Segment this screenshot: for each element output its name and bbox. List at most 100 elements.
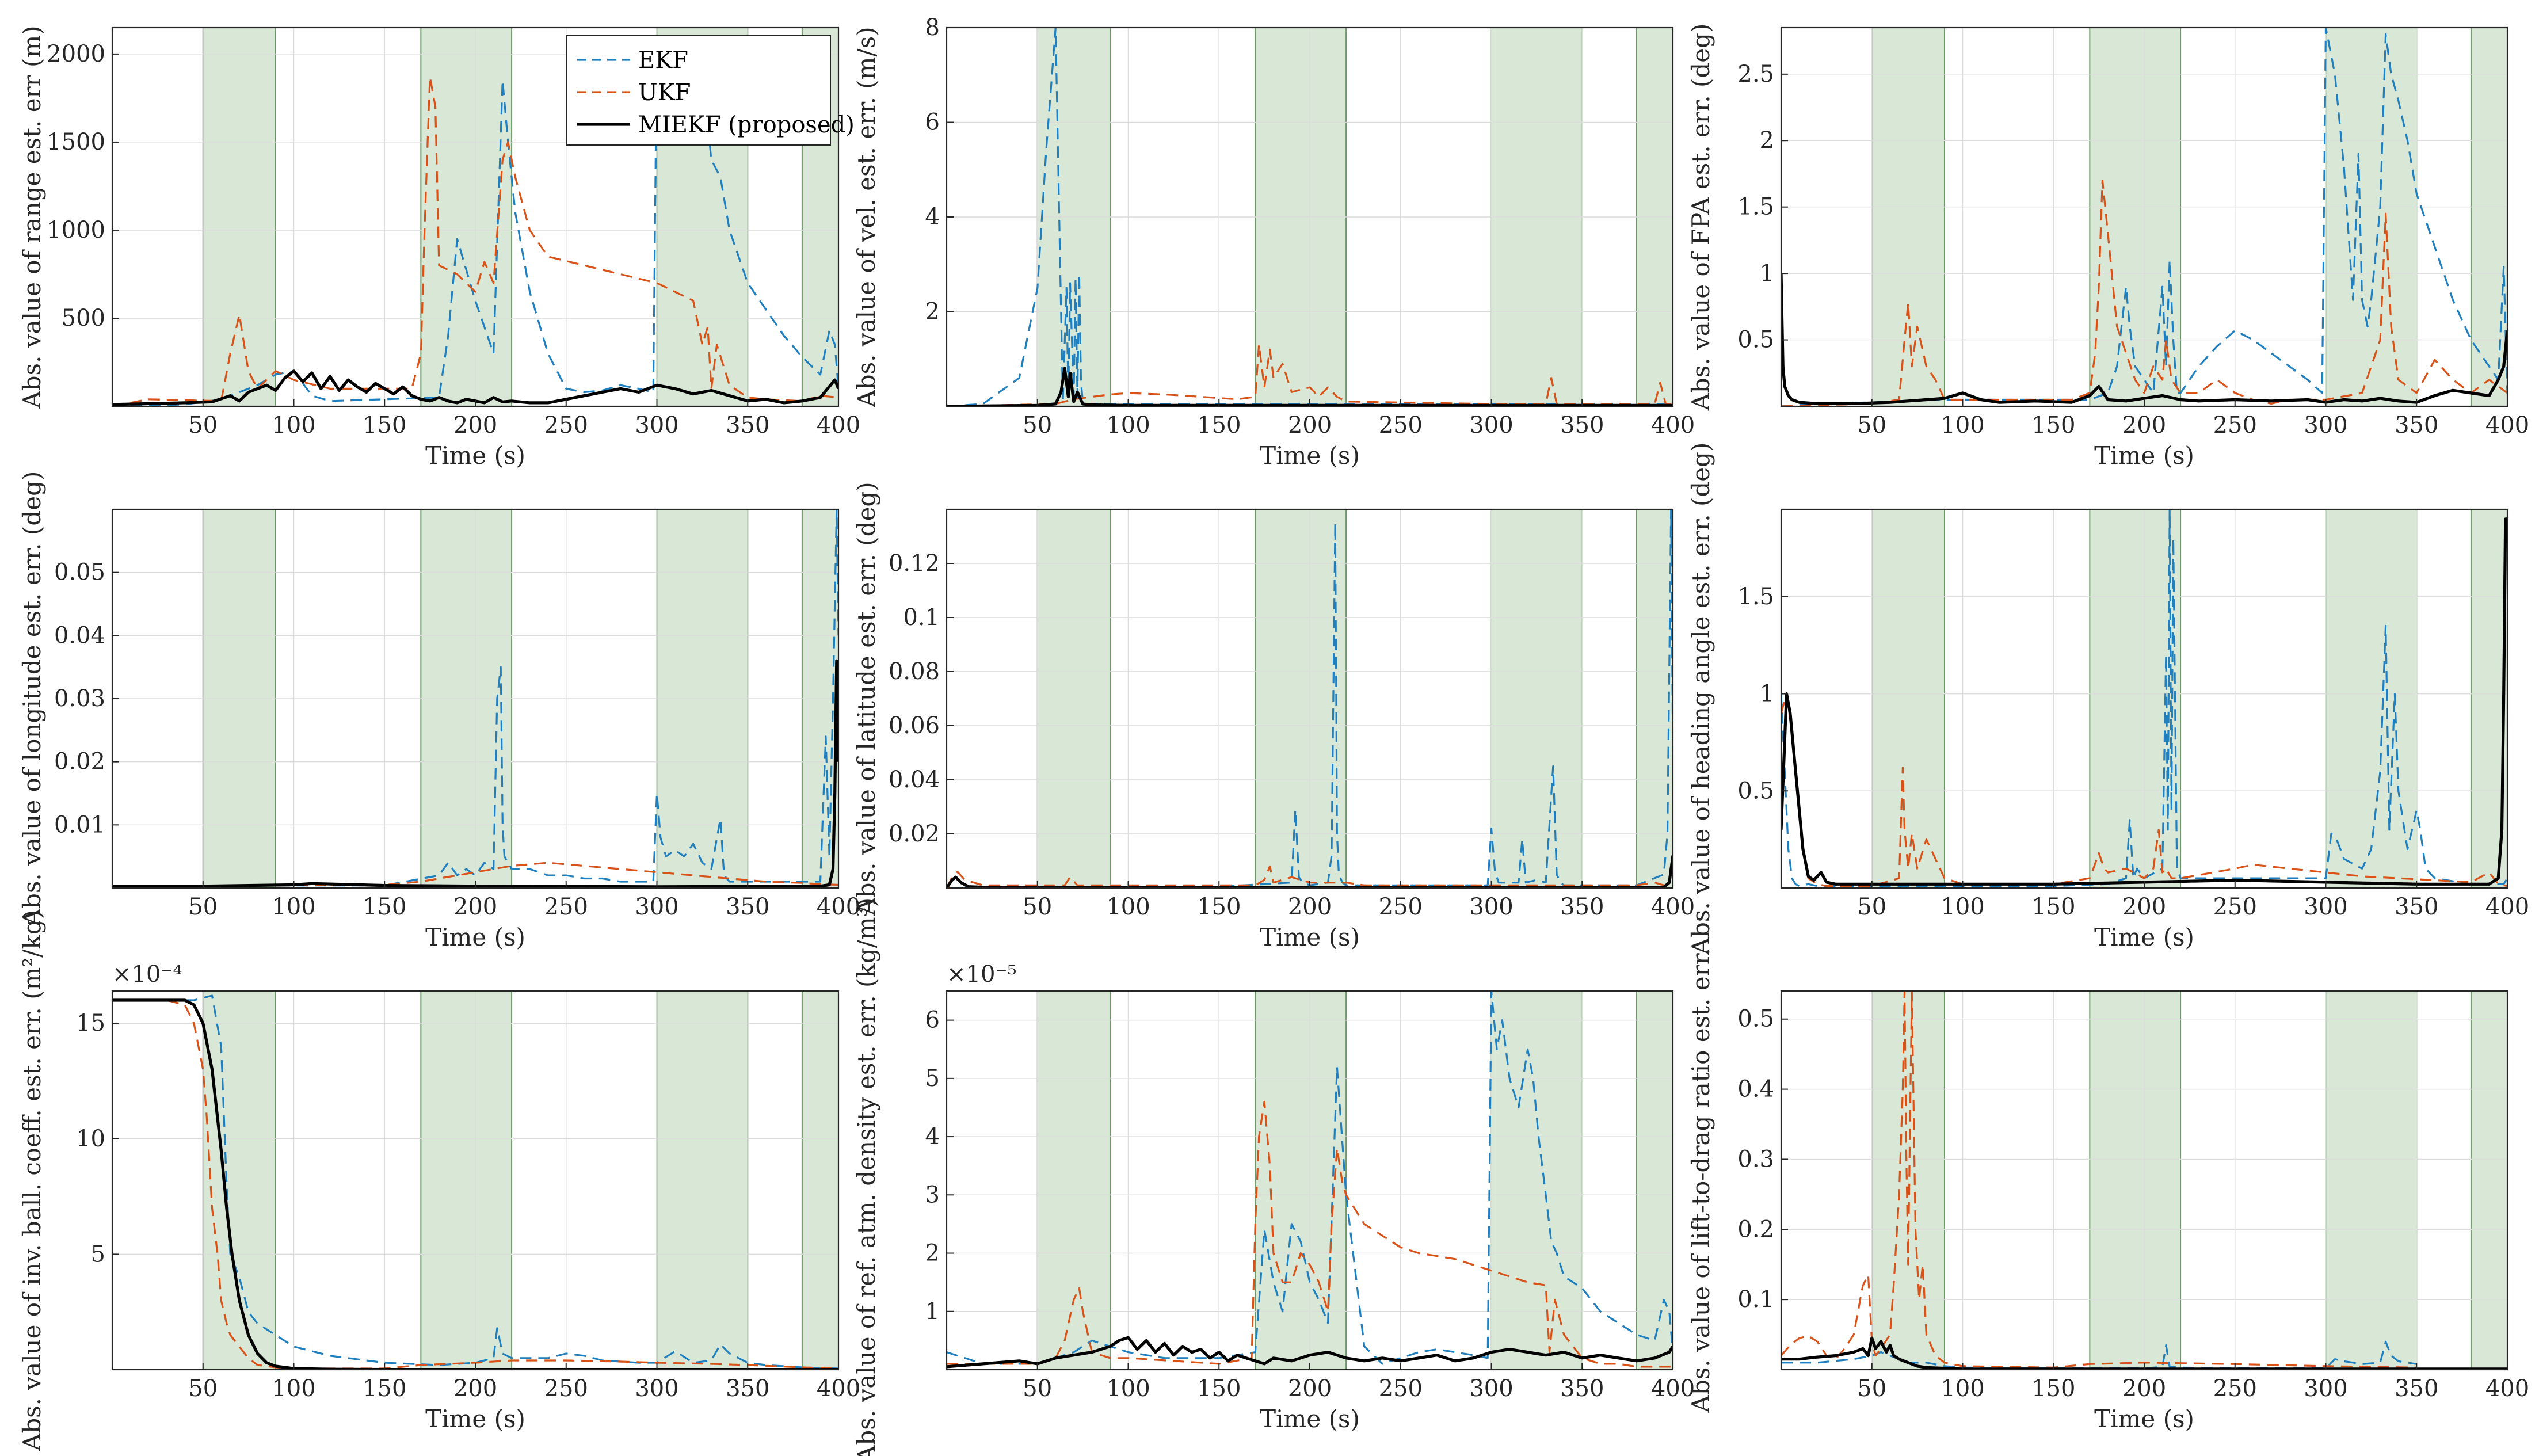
x-tick-label: 300 (2304, 412, 2347, 439)
x-tick-label: 50 (1857, 894, 1886, 920)
x-tick-label: 400 (817, 412, 860, 439)
legend-label-ekf: EKF (638, 47, 688, 74)
x-tick-label: 400 (817, 894, 860, 920)
y-tick-label: 6 (925, 109, 940, 136)
x-tick-label: 300 (635, 1375, 678, 1402)
series-line-ekf (1781, 1340, 2417, 1370)
y-axis-label: Abs. value of range est. err (m) (18, 25, 46, 409)
shaded-window-2 (1490, 990, 1583, 1370)
y-tick-label: 0.08 (889, 658, 940, 685)
y-tick-label: 0.1 (1737, 1286, 1774, 1313)
x-tick-label: 350 (726, 894, 769, 920)
shaded-window-0 (1036, 990, 1111, 1370)
x-tick-label: 50 (1023, 1375, 1052, 1402)
x-tick-label: 250 (544, 894, 588, 920)
y-tick-label: 1.5 (1737, 584, 1774, 610)
legend: EKF UKF MIEKF (proposed) (566, 35, 855, 146)
x-tick-label: 350 (1560, 894, 1604, 920)
subplot-heading: 50 100 150 200 250 300 350 400 0.5 1 1.5 Time (s) Ab… (1687, 443, 2529, 956)
series-line-ukf (947, 344, 1673, 406)
series-line-miekf (1781, 1336, 2507, 1370)
shaded-window-1 (1255, 509, 1347, 889)
x-tick-label: 150 (1197, 412, 1241, 439)
y-tick-label: 0.01 (54, 811, 105, 838)
series-line-ukf (112, 76, 838, 406)
y-tick-label: 4 (925, 204, 940, 230)
x-tick-label: 400 (1651, 1375, 1695, 1402)
y-tick-label: 15 (76, 1010, 105, 1036)
y-tick-label: 2000 (47, 41, 105, 67)
x-tick-label: 300 (2304, 894, 2347, 920)
x-tick-label: 100 (272, 894, 315, 920)
y-tick-label: 1.5 (1737, 194, 1774, 220)
x-tick-label: 250 (2213, 412, 2257, 439)
x-tick-label: 350 (1560, 1375, 1604, 1402)
x-tick-label: 100 (1106, 1375, 1150, 1402)
x-axis-label: Time (s) (1260, 923, 1360, 951)
shaded-window-0 (202, 27, 276, 407)
y-axis-label: Abs. value of latitude est. err. (deg) (852, 482, 880, 916)
x-tick-label: 350 (2395, 894, 2438, 920)
y-tick-label: 0.5 (1737, 327, 1774, 353)
subplot-lon: 50 100 150 200 250 300 350 400 0.01 0.02 0.03 0.04 0… (18, 471, 860, 951)
y-tick-label: 0.03 (54, 685, 105, 712)
x-tick-label: 50 (188, 894, 218, 920)
y-axis-label: Abs. value of longitude est. err. (deg) (18, 471, 46, 927)
shaded-window-3 (801, 990, 840, 1370)
x-tick-label: 150 (363, 1375, 406, 1402)
y-tick-label: 0.4 (1737, 1076, 1774, 1103)
y-tick-label: 2 (1760, 127, 1774, 154)
x-tick-label: 250 (544, 1375, 588, 1402)
shaded-window-3 (1636, 990, 1673, 1370)
subplot-vel: 50 100 150 200 250 300 350 400 2 4 6 8 Time (s) Abs. … (852, 14, 1695, 470)
series-line-miekf (947, 1336, 1673, 1369)
x-tick-label: 350 (726, 1375, 769, 1402)
series-line-ukf (947, 1100, 1673, 1368)
shaded-window-0 (202, 990, 276, 1370)
x-tick-label: 200 (453, 894, 497, 920)
x-tick-label: 100 (1106, 894, 1150, 920)
x-tick-label: 400 (2485, 1375, 2529, 1402)
x-tick-label: 100 (272, 1375, 315, 1402)
y-tick-label: 0.06 (889, 712, 940, 739)
shaded-window-2 (2325, 990, 2418, 1370)
x-tick-label: 50 (1023, 894, 1052, 920)
x-tick-label: 300 (2304, 1375, 2347, 1402)
shaded-window-2 (1490, 509, 1583, 889)
y-axis-label: Abs. value of FPA est. err. (deg) (1687, 24, 1715, 411)
y-exponent-label: ×10⁻⁵ (947, 961, 1017, 988)
x-tick-label: 350 (2395, 412, 2438, 439)
x-tick-label: 50 (188, 1375, 218, 1402)
y-tick-label: 0.02 (54, 749, 105, 775)
y-tick-label: 2 (925, 1240, 940, 1267)
x-tick-label: 250 (2213, 1375, 2257, 1402)
shaded-window-2 (656, 990, 749, 1370)
x-tick-label: 100 (272, 412, 315, 439)
y-tick-label: 0.12 (889, 550, 940, 577)
shaded-window-0 (1871, 509, 1945, 889)
x-tick-label: 150 (2031, 1375, 2075, 1402)
x-tick-label: 150 (363, 894, 406, 920)
x-tick-label: 400 (2485, 412, 2529, 439)
x-tick-label: 200 (453, 412, 497, 439)
shaded-window-3 (2470, 27, 2508, 407)
series-line-ukf (947, 865, 1673, 888)
y-tick-label: 0.5 (1737, 777, 1774, 804)
y-tick-label: 0.1 (903, 604, 940, 631)
y-tick-label: 0.3 (1737, 1146, 1774, 1172)
series-line-ekf (947, 509, 1673, 888)
y-tick-label: 4 (925, 1123, 940, 1150)
y-tick-label: 8 (925, 14, 940, 41)
x-tick-label: 350 (726, 412, 769, 439)
x-tick-label: 400 (1651, 894, 1695, 920)
shaded-window-0 (1036, 509, 1111, 889)
x-tick-label: 200 (453, 1375, 497, 1402)
y-axis-label: Abs. value of lift-to-drag ratio est. er… (1687, 948, 1715, 1413)
series-line-ukf (1781, 991, 2417, 1369)
y-tick-label: 1500 (47, 129, 105, 155)
x-tick-label: 250 (544, 412, 588, 439)
x-tick-label: 150 (2031, 894, 2075, 920)
series-line-ukf (1781, 692, 2507, 887)
x-tick-label: 250 (2213, 894, 2257, 920)
shaded-window-0 (1871, 27, 1945, 407)
